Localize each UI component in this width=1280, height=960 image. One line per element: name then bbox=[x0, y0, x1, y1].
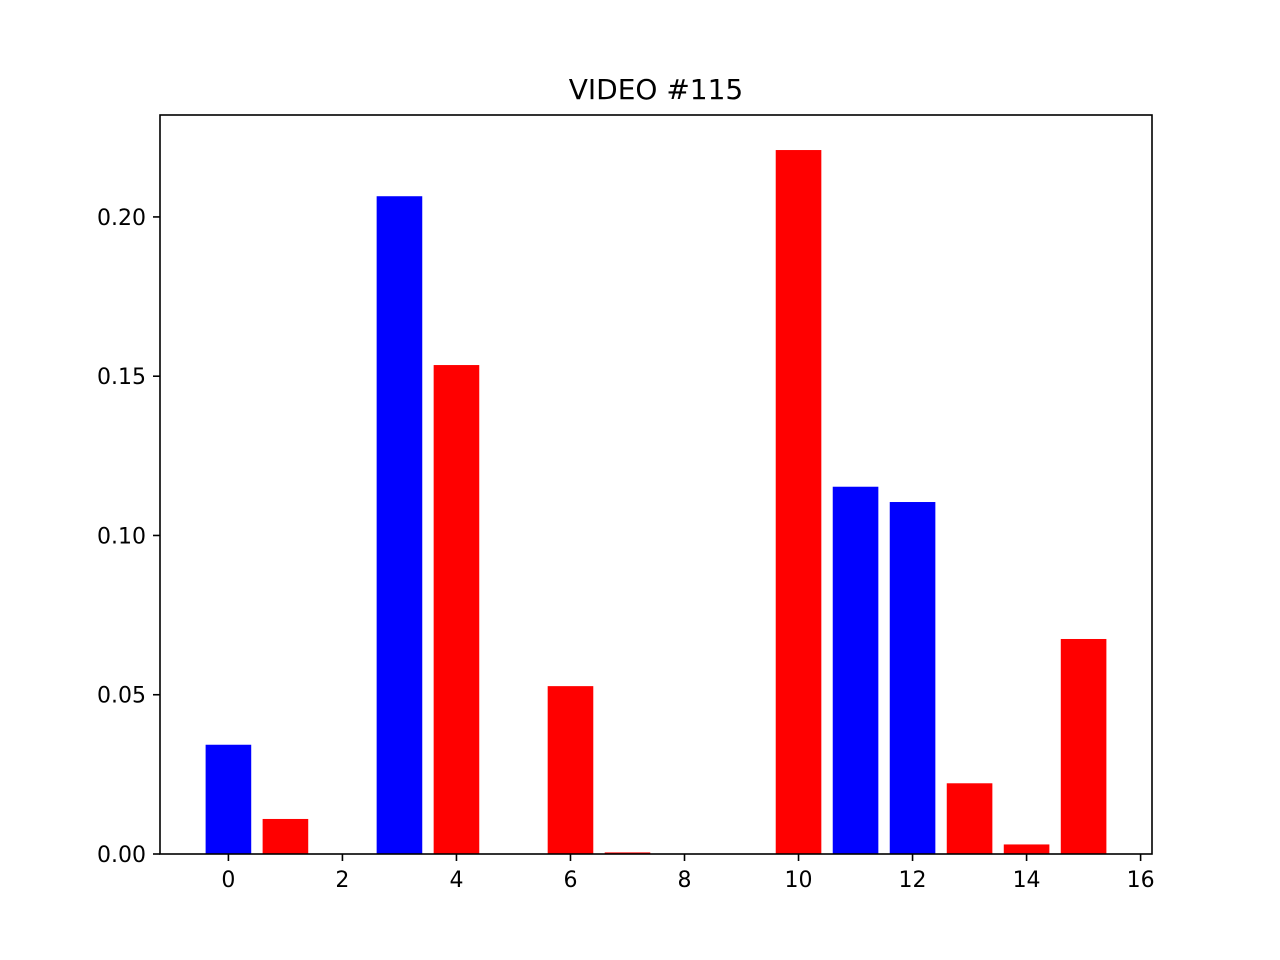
y-tick-label: 0.20 bbox=[97, 206, 146, 231]
bar-1 bbox=[262, 818, 309, 854]
bar-13 bbox=[946, 783, 993, 854]
x-tick-label: 14 bbox=[1013, 868, 1041, 893]
bar-6 bbox=[547, 686, 594, 854]
y-tick-label: 0.15 bbox=[97, 365, 146, 390]
x-axis-ticks: 0 2 4 6 8 10 12 14 16 bbox=[221, 854, 1155, 893]
x-tick-label: 12 bbox=[899, 868, 927, 893]
y-tick-label: 0.00 bbox=[97, 843, 146, 868]
y-tick-label: 0.10 bbox=[97, 524, 146, 549]
x-tick-label: 10 bbox=[785, 868, 813, 893]
plot-area-frame bbox=[159, 114, 1153, 855]
x-tick-label: 4 bbox=[449, 868, 463, 893]
x-tick-label: 16 bbox=[1127, 868, 1155, 893]
x-tick-label: 2 bbox=[335, 868, 349, 893]
bar-4 bbox=[433, 365, 480, 854]
bar-15 bbox=[1060, 638, 1107, 854]
bars-group bbox=[205, 150, 1107, 854]
bar-3 bbox=[376, 196, 423, 854]
x-tick-label: 6 bbox=[563, 868, 577, 893]
y-tick-label: 0.05 bbox=[97, 684, 146, 709]
bar-14 bbox=[1003, 844, 1050, 854]
bar-11 bbox=[832, 486, 879, 854]
bar-0 bbox=[205, 744, 252, 854]
chart-title: VIDEO #115 bbox=[569, 73, 744, 106]
x-tick-label: 8 bbox=[678, 868, 692, 893]
x-tick-label: 0 bbox=[221, 868, 235, 893]
bar-10 bbox=[775, 150, 822, 854]
y-axis-ticks: 0.00 0.05 0.10 0.15 0.20 bbox=[97, 206, 160, 868]
bar-12 bbox=[889, 502, 936, 854]
